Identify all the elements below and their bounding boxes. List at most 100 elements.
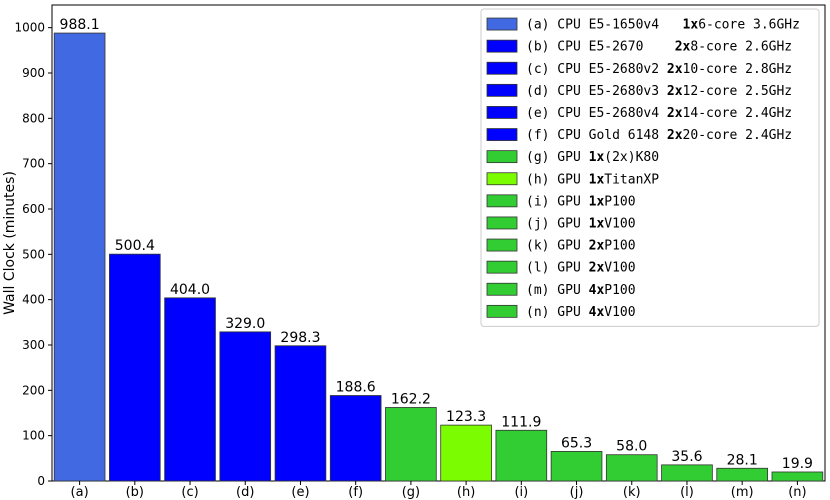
legend-label-part: (c) CPU E5-2680v2 [526,62,667,77]
legend-swatch [486,39,518,53]
legend-label-bold-part: 2x [589,239,605,254]
legend-swatch [486,128,518,141]
x-tick-label: (i) [514,485,528,500]
x-tick-label: (f) [348,485,363,500]
legend-swatch [486,150,518,164]
legend-label-part: (b) CPU E5-2670 [526,40,675,55]
legend-label-part: 8-core 2.6GHz [690,40,792,55]
bar [53,32,106,482]
x-tick-label: (g) [402,485,420,500]
y-tick-label: 600 [22,202,45,216]
legend-label-part: V100 [604,261,635,276]
legend-label-bold-part: 1x [589,216,605,231]
bar [495,429,548,482]
legend-label: (c) CPU E5-2680v2 2x10-core 2.8GHz [526,62,792,77]
y-axis-label: Wall Clock (minutes) [2,171,18,315]
legend-label-bold-part: 2x [667,84,683,99]
y-tick-label: 400 [22,293,45,307]
y-tick-label: 100 [22,429,45,443]
y-tick-label: 900 [22,66,45,80]
legend-label-part: (k) GPU [526,239,589,254]
bar [550,450,603,482]
bar-value-label: 988.1 [60,17,100,33]
bar [164,297,216,482]
bar-value-label: 58.0 [616,439,647,455]
legend-label-part: V100 [604,305,635,320]
legend-label-part: (l) GPU [526,261,589,276]
legend-swatch [486,83,518,97]
legend: (a) CPU E5-1650v4 1x 6-core 3.6GHz (b) CPU… [480,8,820,327]
x-tick-label: (a) [71,485,89,500]
legend-label-bold-part: 1x [589,194,605,209]
bar-value-label: 298.3 [280,330,320,346]
legend-label-part: 14-core 2.4GHz [683,106,793,121]
legend-label-part: (f) CPU Gold 6148 [526,128,667,143]
legend-label-part: (d) CPU E5-2680v3 [526,84,667,99]
legend-label-part: (i) GPU [526,194,589,209]
y-tick-label: 200 [22,383,45,397]
bar-value-label: 19.9 [782,456,813,472]
legend-swatch [486,61,518,75]
legend-swatch [486,304,518,318]
bar-value-label: 123.3 [446,409,486,425]
legend-label-part: (e) CPU E5-2680v4 [526,106,667,121]
legend-label-bold-part: 2x [667,106,683,121]
bar [440,424,492,482]
bar [329,395,382,482]
legend-label-part: 6-core 3.6GHz [698,18,800,33]
legend-label-part: P100 [604,283,635,298]
legend-label-part: (j) GPU [526,216,589,231]
y-tick-label: 0 [37,474,45,488]
legend-label-bold-part: 4x [589,305,605,320]
legend-label-part: (2x)K80 [604,150,659,165]
x-tick-label: (b) [126,485,144,500]
legend-label: (j) GPU 1xV100 [526,216,636,231]
y-tick-label: 700 [22,157,45,171]
bar [274,345,327,482]
x-axis-ticks: (a) (b) (c) (d) (e) (f) (g) (h) (i) (j) (k) (l) (m) (… [71,481,807,500]
bar-value-label: 162.2 [391,391,431,407]
legend-label-part: 12-core 2.5GHz [683,84,793,99]
legend-swatch [486,238,518,252]
legend-swatch [486,106,518,119]
x-tick-label: (l) [680,485,694,500]
legend-label: (m) GPU 4xP100 [526,283,636,298]
bar [219,331,272,482]
x-tick-label: (e) [291,485,309,500]
x-tick-label: (m) [731,485,754,500]
legend-label: (d) CPU E5-2680v3 2x12-core 2.5GHz [526,84,792,99]
legend-label-part: (m) GPU [526,283,589,298]
legend-label: (h) GPU 1xTitanXP [526,172,659,187]
legend-box [480,8,820,327]
bar [605,454,658,482]
legend-label-part: (g) GPU [526,150,589,165]
legend-swatch [486,172,518,186]
legend-label: (n) GPU 4xV100 [526,305,636,320]
bar-value-label: 111.9 [501,414,541,430]
legend-label-bold-part: 2x [589,261,605,276]
legend-label-part: (n) GPU [526,305,589,320]
legend-label-bold-part: 2x [667,62,683,77]
plot-frame [51,4,826,482]
legend-label-part: P100 [604,239,635,254]
y-tick-label: 500 [22,247,45,261]
legend-swatch [486,216,518,230]
bar [109,253,161,482]
legend-label: (l) GPU 2xV100 [526,261,636,276]
legend-swatch [486,17,518,31]
legend-label: (g) GPU 1x(2x)K80 [526,150,659,165]
legend-label: (b) CPU E5-2670 2x8-core 2.6GHz [526,40,792,55]
y-tick-label: 1000 [14,21,45,35]
bar-value-label: 35.6 [671,449,702,465]
legend-swatch [486,260,518,274]
bar [771,471,824,482]
bar-value-label: 329.0 [225,316,265,332]
legend-label: (e) CPU E5-2680v4 2x14-core 2.4GHz [526,106,792,121]
legend-label-part: P100 [604,194,635,209]
legend-label-bold-part: 1x [589,172,605,187]
legend-label-part: (a) CPU E5-1650v4 [526,18,683,33]
bar-value-label: 500.4 [115,238,155,254]
x-tick-label: (k) [623,485,641,500]
